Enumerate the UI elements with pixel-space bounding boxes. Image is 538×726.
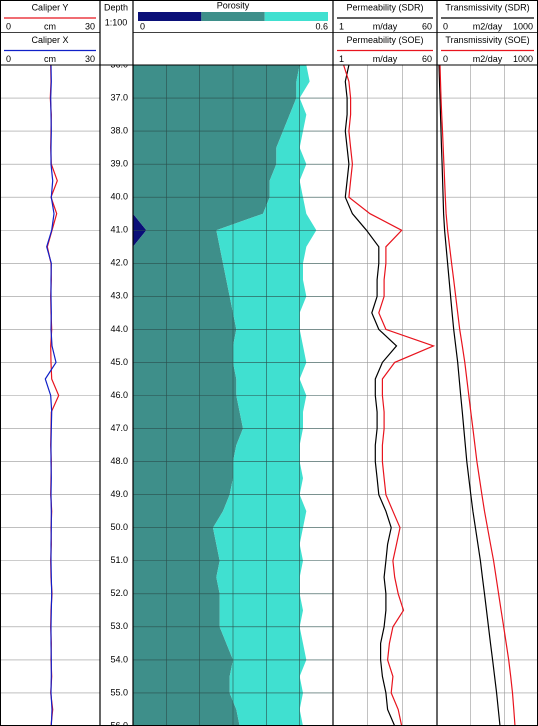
curve-name: Permeability (SDR): [346, 2, 423, 12]
curve: [439, 65, 516, 726]
depth-label: 45.0: [110, 357, 128, 367]
scale-min: 0: [443, 21, 448, 31]
depth-label: 43.0: [110, 291, 128, 301]
depth-label: 41.0: [110, 225, 128, 235]
depth-label: 48.0: [110, 456, 128, 466]
curve-name: Caliper Y: [32, 2, 69, 12]
depth-label: 39.0: [110, 159, 128, 169]
curve: [44, 65, 57, 726]
depth-title: Depth: [104, 2, 128, 12]
depth-label: 51.0: [110, 555, 128, 565]
depth-label: 37.0: [110, 92, 128, 102]
scale-unit: cm: [44, 54, 56, 64]
depth-label: 53.0: [110, 621, 128, 631]
depth-label: 38.0: [110, 125, 128, 135]
scale-unit: m2/day: [473, 21, 503, 31]
scale-min: 0: [140, 21, 145, 31]
scale-min: 0: [443, 54, 448, 64]
depth-label: 50.0: [110, 522, 128, 532]
scale-max: 1000: [513, 54, 533, 64]
depth-label: 49.0: [110, 489, 128, 499]
scale-unit: m/day: [373, 21, 398, 31]
color-bar: [138, 12, 202, 21]
depth-label: 47.0: [110, 423, 128, 433]
depth-label: 40.0: [110, 192, 128, 202]
depth-label: 56.0: [110, 720, 128, 726]
depth-label: 42.0: [110, 258, 128, 268]
scale-max: 1000: [513, 21, 533, 31]
scale-unit: m/day: [373, 54, 398, 64]
scale-max: 30: [85, 54, 95, 64]
depth-label: 44.0: [110, 324, 128, 334]
depth-label: 36.0: [110, 59, 128, 69]
curve: [438, 65, 501, 726]
plot-area: 36.0 37.0 38.0 39.0 40.0 41.0 42.0 43.0 44.0 45.0…: [0, 59, 538, 726]
scale-min: 1: [339, 21, 344, 31]
color-bar: [264, 12, 328, 21]
color-bar: [201, 12, 265, 21]
depth-label: 55.0: [110, 687, 128, 697]
scale-min: 0: [6, 54, 11, 64]
scale-max: 0.6: [315, 21, 328, 31]
curve-name: Transmissivity (SOE): [445, 35, 529, 45]
depth-label: 52.0: [110, 588, 128, 598]
scale-max: 30: [85, 21, 95, 31]
curve-name: Caliper X: [31, 35, 68, 45]
curve-name: Permeability (SOE): [346, 35, 423, 45]
scale-min: 0: [6, 21, 11, 31]
scale-unit: cm: [44, 21, 56, 31]
curve: [344, 65, 398, 726]
curve: [343, 65, 436, 726]
scale-min: 1: [339, 54, 344, 64]
depth-scale: 1:100: [105, 17, 128, 27]
depth-label: 54.0: [110, 654, 128, 664]
scale-max: 60: [422, 21, 432, 31]
scale-unit: m2/day: [473, 54, 503, 64]
depth-label: 46.0: [110, 390, 128, 400]
scale-max: 60: [422, 54, 432, 64]
curve-name: Transmissivity (SDR): [445, 2, 529, 12]
track-title: Porosity: [217, 0, 250, 10]
